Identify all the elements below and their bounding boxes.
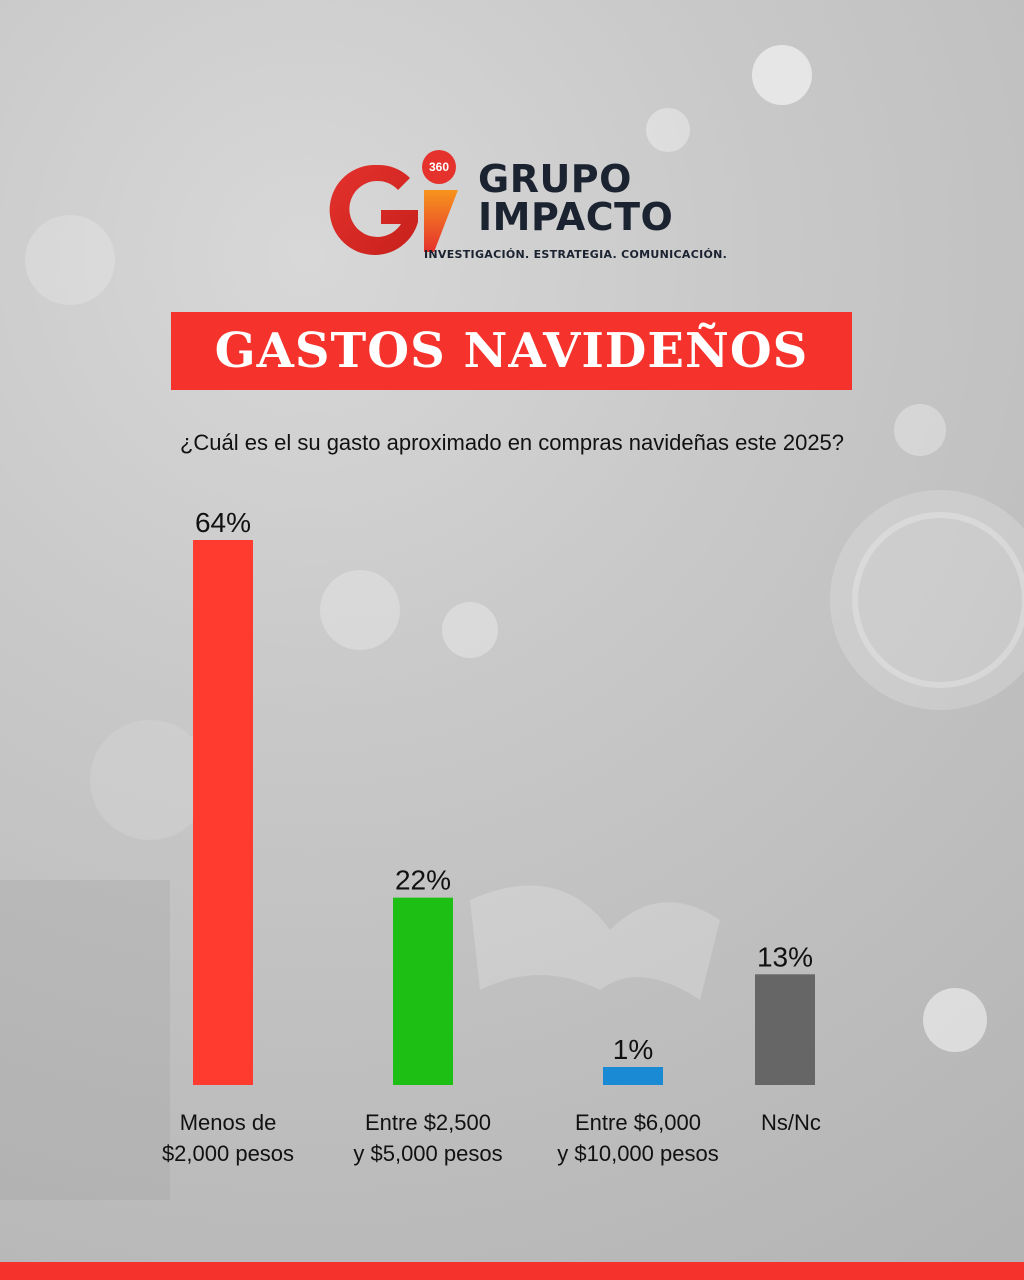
value-label-2: 22% <box>395 865 451 896</box>
title-banner: GASTOS NAVIDEÑOS <box>171 312 852 390</box>
category-label-1-line-2: $2,000 pesos <box>162 1141 294 1166</box>
brand-name-line1: GRUPO <box>478 157 632 201</box>
category-label-3-line-1: Entre $6,000 <box>575 1110 701 1135</box>
category-label-2-line-2: y $5,000 pesos <box>353 1141 502 1166</box>
category-label-3-line-2: y $10,000 pesos <box>557 1141 718 1166</box>
category-label-4-line-1: Ns/Nc <box>761 1110 821 1135</box>
bar-2 <box>393 897 453 1085</box>
grupo-impacto-logo: 360 GRUPO IMPACTO INVESTIGACIÓN. ESTRATE… <box>326 150 727 265</box>
brand-name-line2: IMPACTO <box>478 195 674 239</box>
value-label-1: 64% <box>195 507 251 538</box>
brand-tagline: INVESTIGACIÓN. ESTRATEGIA. COMUNICACIÓN. <box>424 248 728 261</box>
category-label-1-line-1: Menos de <box>180 1110 277 1135</box>
footer-bar <box>0 1262 1024 1280</box>
bar-1 <box>193 540 253 1085</box>
bar-3 <box>603 1067 663 1085</box>
value-label-4: 13% <box>757 941 813 972</box>
category-label-2-line-1: Entre $2,500 <box>365 1110 491 1135</box>
chart-title: GASTOS NAVIDEÑOS <box>214 323 809 379</box>
brand-name: GRUPO IMPACTO <box>478 160 673 236</box>
bar-4 <box>755 974 815 1085</box>
chart-question: ¿Cuál es el su gasto aproximado en compr… <box>179 430 845 455</box>
logo-360-badge: 360 <box>422 150 456 184</box>
value-label-3: 1% <box>613 1034 653 1065</box>
gi-logo-icon <box>329 164 458 255</box>
